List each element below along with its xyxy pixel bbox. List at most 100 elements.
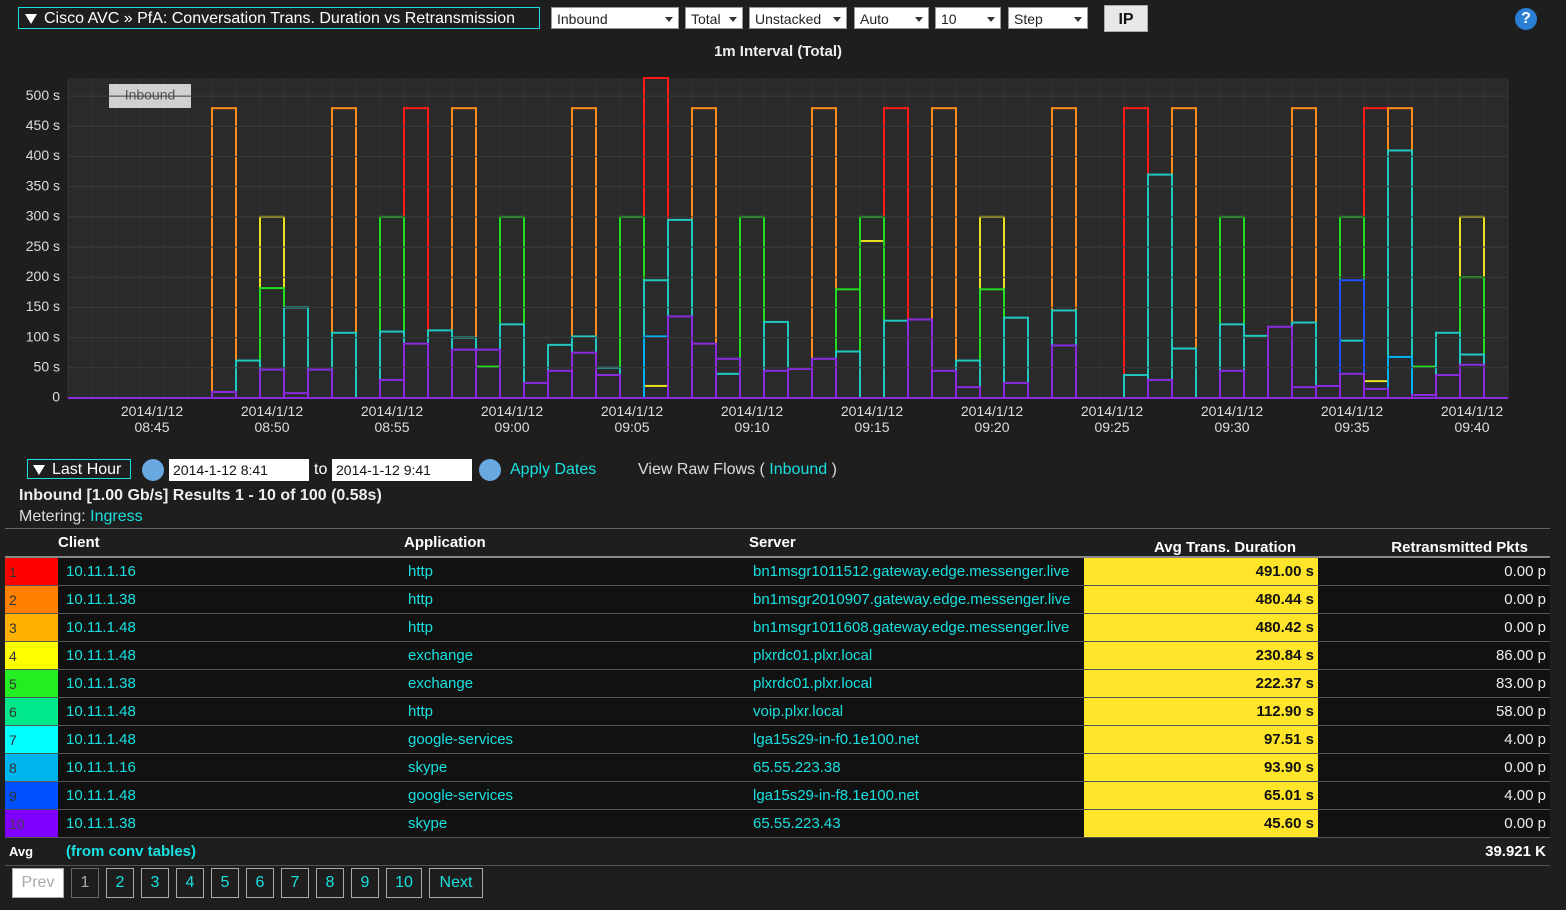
x-tick-label-line: 09:40 <box>1454 419 1489 435</box>
x-tick-label: 2014/1/12 08:45 <box>121 403 183 435</box>
footer-row: Avg (from conv tables) 39.921 K <box>5 837 1550 866</box>
table-cell: skype <box>400 809 745 838</box>
table-cell: lga15s29-in-f0.1e100.net <box>745 725 1084 754</box>
table-cell: 480.44 s <box>1084 585 1318 614</box>
table-cell: 10.11.1.38 <box>58 809 400 838</box>
table-cell: bn1msgr2010907.gateway.edge.messenger.li… <box>745 585 1084 614</box>
raw-flows-link[interactable]: Inbound <box>769 461 828 478</box>
x-tick-label: 2014/1/12 09:35 <box>1321 403 1383 435</box>
table-cell: 491.00 s <box>1084 557 1318 586</box>
header-cell[interactable]: Retransmitted Pkts <box>1318 528 1550 558</box>
header-cell[interactable]: Client <box>58 528 400 558</box>
metering-label: Metering: <box>19 508 86 525</box>
next-range-button[interactable] <box>479 459 501 481</box>
table-row[interactable]: 5 10.11.1.38 exchange plxrdc01.plxr.local 22… <box>5 669 1550 698</box>
header-cell[interactable]: Application <box>400 528 745 558</box>
x-tick-label-line: 09:10 <box>734 419 769 435</box>
table-cell: google-services <box>400 725 745 754</box>
table-cell: 10.11.1.48 <box>58 641 400 670</box>
footer-cell: Avg <box>5 837 58 866</box>
header-cell[interactable]: Server <box>745 528 1084 558</box>
metering: Metering: Ingress <box>19 508 143 526</box>
table-row[interactable]: 3 10.11.1.48 http bn1msgr1011608.gateway.ed… <box>5 613 1550 642</box>
table-cell: 9 <box>5 781 58 810</box>
table-row[interactable]: 4 10.11.1.48 exchange plxrdc01.plxr.local 23… <box>5 641 1550 670</box>
table-row[interactable]: 2 10.11.1.38 http bn1msgr2010907.gateway.ed… <box>5 585 1550 614</box>
y-tick-label: 100 s <box>26 328 60 344</box>
table-cell: 65.55.223.38 <box>745 753 1084 782</box>
toolbar-select[interactable]: Total <box>685 7 743 29</box>
to-label: to <box>314 461 328 478</box>
table-row[interactable]: 8 10.11.1.16 skype 65.55.223.38 93.90 s 0.00 … <box>5 753 1550 782</box>
page-button[interactable]: 9 <box>351 868 379 898</box>
page-button[interactable]: 4 <box>176 868 204 898</box>
toolbar-select[interactable]: Unstacked <box>749 7 847 29</box>
x-tick-label: 2014/1/12 09:25 <box>1081 403 1143 435</box>
table-cell: voip.plxr.local <box>745 697 1084 726</box>
apply-dates-link[interactable]: Apply Dates <box>510 461 597 478</box>
table-cell: 10.11.1.38 <box>58 669 400 698</box>
page-button[interactable]: 3 <box>141 868 169 898</box>
table-cell: 83.00 p <box>1318 669 1550 698</box>
x-tick-label: 2014/1/12 09:00 <box>481 403 543 435</box>
page-button[interactable]: 8 <box>316 868 344 898</box>
page-button[interactable]: 10 <box>386 868 422 898</box>
table-cell: 10.11.1.16 <box>58 557 400 586</box>
chart-title: 1m Interval (Total) <box>714 43 842 60</box>
toolbar-select[interactable]: Auto <box>854 7 929 29</box>
table-cell: 10 <box>5 809 58 838</box>
toolbar-select[interactable]: 10 <box>935 7 1001 29</box>
table-cell: 65.01 s <box>1084 781 1318 810</box>
table-cell: 10.11.1.48 <box>58 781 400 810</box>
metering-value: Ingress <box>90 508 143 525</box>
x-tick-label-line: 2014/1/12 <box>961 403 1023 419</box>
table-cell: 4.00 p <box>1318 725 1550 754</box>
dashlet-title[interactable]: Cisco AVC » PfA: Conversation Trans. Dur… <box>18 7 540 29</box>
raw-flows-close: ) <box>831 461 837 478</box>
table-cell: lga15s29-in-f8.1e100.net <box>745 781 1084 810</box>
header-cell[interactable]: Avg Trans. Duration <box>1084 528 1318 558</box>
page-button[interactable]: Next <box>429 868 483 898</box>
table-row[interactable]: 1 10.11.1.16 http bn1msgr1011512.gateway.ed… <box>5 557 1550 586</box>
table-cell: 230.84 s <box>1084 641 1318 670</box>
page-button[interactable]: 5 <box>211 868 239 898</box>
toolbar-select[interactable]: Step <box>1008 7 1088 29</box>
table-cell: 8 <box>5 753 58 782</box>
help-icon[interactable]: ? <box>1515 8 1537 30</box>
table-row[interactable]: 6 10.11.1.48 http voip.plxr.local 112.90 s 58… <box>5 697 1550 726</box>
y-tick-label: 200 s <box>26 268 60 284</box>
table-cell: plxrdc01.plxr.local <box>745 641 1084 670</box>
table-cell: http <box>400 697 745 726</box>
x-tick-label-line: 2014/1/12 <box>841 403 903 419</box>
table-cell: plxrdc01.plxr.local <box>745 669 1084 698</box>
range-preset[interactable]: Last Hour <box>27 459 131 479</box>
x-tick-label-line: 2014/1/12 <box>1441 403 1503 419</box>
x-tick-label-line: 09:15 <box>854 419 889 435</box>
table-cell: 10.11.1.16 <box>58 753 400 782</box>
page-button[interactable]: 6 <box>246 868 274 898</box>
ip-button[interactable]: IP <box>1104 5 1148 32</box>
table-row[interactable]: 10 10.11.1.38 skype 65.55.223.43 45.60 s 0.00… <box>5 809 1550 838</box>
y-tick-label: 400 s <box>26 147 60 163</box>
table-cell: 97.51 s <box>1084 725 1318 754</box>
dashlet-title-text: Cisco AVC » PfA: Conversation Trans. Dur… <box>44 10 515 27</box>
to-date-input[interactable]: 2014-1-12 9:41 <box>332 459 472 481</box>
table-cell: exchange <box>400 669 745 698</box>
from-date-input[interactable]: 2014-1-12 8:41 <box>169 459 309 481</box>
table-cell: 4 <box>5 641 58 670</box>
table-row[interactable]: 7 10.11.1.48 google-services lga15s29-in-f0… <box>5 725 1550 754</box>
toolbar-select[interactable]: Inbound <box>551 7 679 29</box>
raw-flows: View Raw Flows ( Inbound ) <box>638 461 837 479</box>
x-tick-label-line: 2014/1/12 <box>241 403 303 419</box>
page-button[interactable]: Prev <box>12 868 64 898</box>
x-tick-label: 2014/1/12 09:05 <box>601 403 663 435</box>
y-tick-label: 450 s <box>26 117 60 133</box>
table-row[interactable]: 9 10.11.1.48 google-services lga15s29-in-f8… <box>5 781 1550 810</box>
x-tick-label-line: 2014/1/12 <box>481 403 543 419</box>
page-button[interactable]: 1 <box>71 868 99 898</box>
y-tick-label: 250 s <box>26 238 60 254</box>
prev-range-button[interactable] <box>142 459 164 481</box>
table-cell: 10.11.1.48 <box>58 613 400 642</box>
page-button[interactable]: 2 <box>106 868 134 898</box>
page-button[interactable]: 7 <box>281 868 309 898</box>
